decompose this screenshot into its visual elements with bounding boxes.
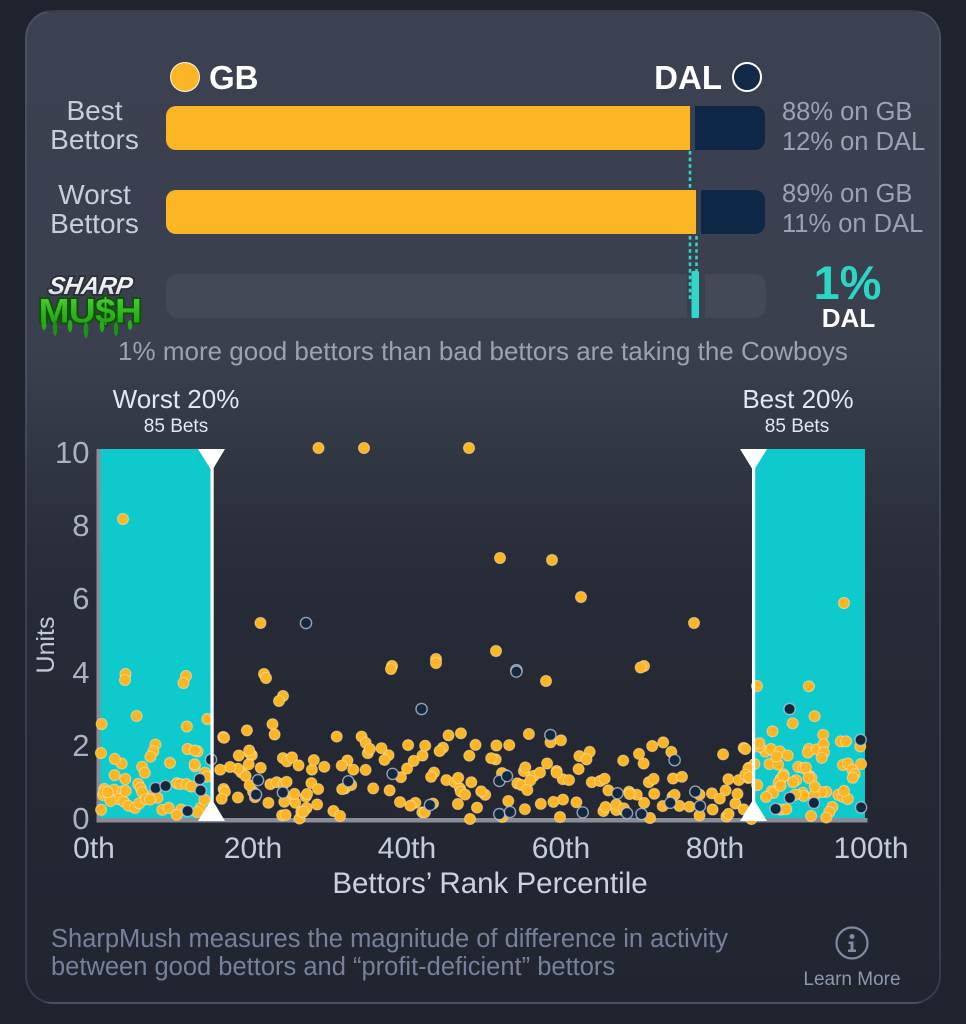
svg-text:0th: 0th [73, 832, 115, 865]
svg-text:Worst 20%: Worst 20% [113, 384, 240, 414]
svg-text:SHARP: SHARP [47, 273, 136, 300]
svg-text:2: 2 [72, 728, 89, 763]
svg-text:85 Bets: 85 Bets [144, 416, 208, 437]
svg-text:10: 10 [55, 435, 89, 470]
svg-text:40th: 40th [378, 832, 436, 865]
svg-text:8: 8 [72, 508, 89, 543]
svg-text:Bettors’ Rank Percentile: Bettors’ Rank Percentile [332, 867, 647, 900]
svg-text:100th: 100th [833, 832, 908, 865]
svg-text:SHARP: SHARP [47, 273, 136, 300]
svg-text:Best 20%: Best 20% [742, 384, 853, 414]
svg-text:Learn More: Learn More [803, 969, 900, 990]
svg-text:0: 0 [72, 801, 89, 836]
svg-text:85 Bets: 85 Bets [765, 416, 829, 437]
svg-text:20th: 20th [224, 832, 282, 865]
svg-text:Units: Units [32, 617, 60, 674]
svg-text:4: 4 [72, 655, 89, 690]
svg-text:80th: 80th [686, 832, 744, 865]
svg-text:6: 6 [72, 581, 89, 616]
svg-text:60th: 60th [532, 832, 590, 865]
